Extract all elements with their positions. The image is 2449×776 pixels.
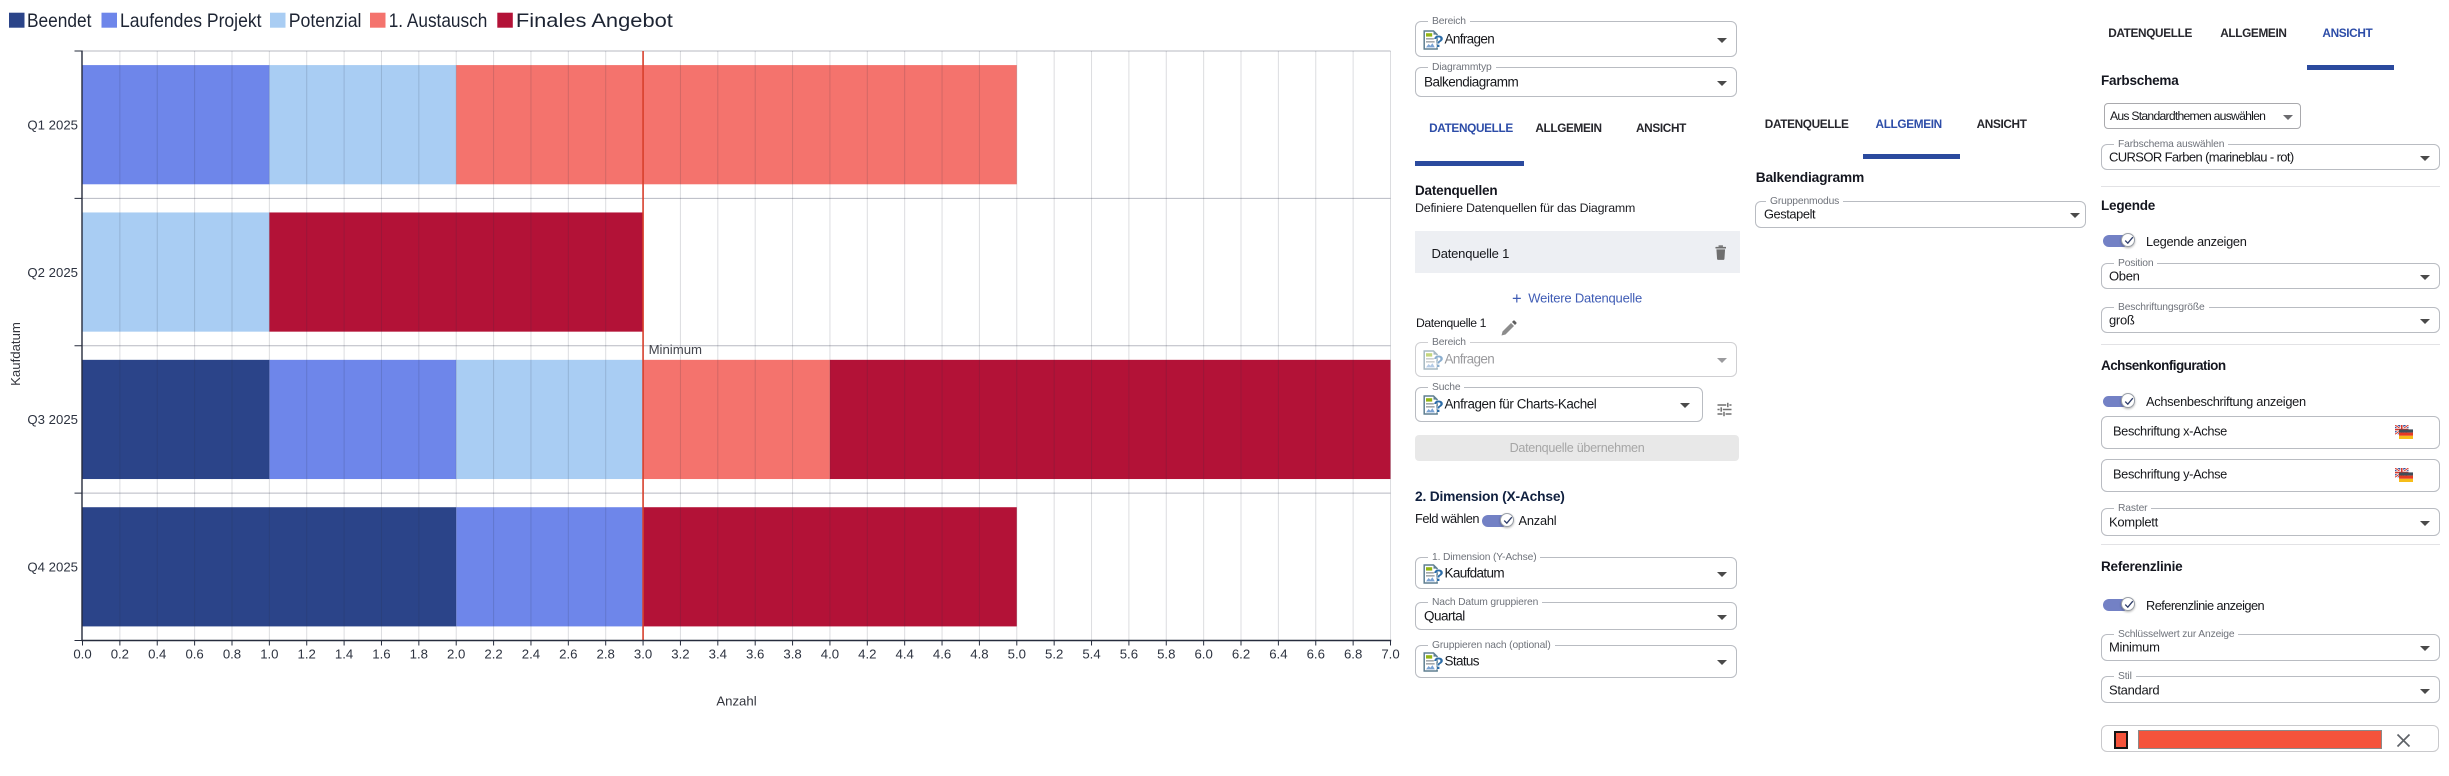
svg-text:Minimum: Minimum <box>649 342 702 357</box>
svg-text:4.2: 4.2 <box>858 647 876 662</box>
svg-text:1. Austausch: 1. Austausch <box>389 10 488 32</box>
svg-text:Q3 2025: Q3 2025 <box>27 412 78 427</box>
svg-text:?: ? <box>1433 397 1443 415</box>
svg-text:?: ? <box>1433 654 1443 672</box>
svg-text:1.0: 1.0 <box>260 647 278 662</box>
svg-text:3.6: 3.6 <box>746 647 764 662</box>
svg-text:6.8: 6.8 <box>1344 647 1362 662</box>
svg-text:Finales Angebot: Finales Angebot <box>516 10 674 32</box>
svg-text:0.2: 0.2 <box>111 647 129 662</box>
svg-text:?: ? <box>1433 32 1443 50</box>
svg-text:3.0: 3.0 <box>634 647 652 662</box>
svg-text:0.4: 0.4 <box>148 647 166 662</box>
svg-text:5.0: 5.0 <box>1008 647 1026 662</box>
svg-text:6.4: 6.4 <box>1269 647 1287 662</box>
svg-text:Beendet: Beendet <box>27 10 92 32</box>
svg-text:0.8: 0.8 <box>223 647 241 662</box>
svg-text:1.6: 1.6 <box>372 647 390 662</box>
svg-text:Q1 2025: Q1 2025 <box>27 117 78 132</box>
svg-text:5.8: 5.8 <box>1157 647 1175 662</box>
svg-text:Q2 2025: Q2 2025 <box>27 265 78 280</box>
svg-text:7.0: 7.0 <box>1381 647 1399 662</box>
svg-text:2.6: 2.6 <box>559 647 577 662</box>
svg-text:4.6: 4.6 <box>933 647 951 662</box>
svg-text:4.8: 4.8 <box>970 647 988 662</box>
svg-text:6.2: 6.2 <box>1232 647 1250 662</box>
svg-text:2.4: 2.4 <box>522 647 540 662</box>
svg-text:3.8: 3.8 <box>783 647 801 662</box>
svg-text:0.6: 0.6 <box>185 647 203 662</box>
svg-text:5.2: 5.2 <box>1045 647 1063 662</box>
svg-text:4.0: 4.0 <box>821 647 839 662</box>
svg-text:2.0: 2.0 <box>447 647 465 662</box>
svg-text:6.0: 6.0 <box>1194 647 1212 662</box>
svg-text:4.4: 4.4 <box>895 647 913 662</box>
svg-text:1.4: 1.4 <box>335 647 353 662</box>
svg-text:2.8: 2.8 <box>597 647 615 662</box>
svg-text:5.6: 5.6 <box>1120 647 1138 662</box>
svg-text:Laufendes Projekt: Laufendes Projekt <box>120 10 262 32</box>
svg-text:0.0: 0.0 <box>73 647 91 662</box>
svg-text:?: ? <box>1433 352 1443 370</box>
svg-text:6.6: 6.6 <box>1307 647 1325 662</box>
svg-text:2.2: 2.2 <box>484 647 502 662</box>
svg-text:3.4: 3.4 <box>709 647 727 662</box>
svg-text:5.4: 5.4 <box>1082 647 1100 662</box>
svg-text:Anzahl: Anzahl <box>716 694 756 709</box>
svg-text:3.2: 3.2 <box>671 647 689 662</box>
svg-text:Q4 2025: Q4 2025 <box>27 560 78 575</box>
svg-text:?: ? <box>1433 566 1443 584</box>
svg-text:Potenzial: Potenzial <box>289 10 362 32</box>
svg-text:Kaufdatum: Kaufdatum <box>8 322 23 386</box>
svg-text:1.2: 1.2 <box>298 647 316 662</box>
svg-text:1.8: 1.8 <box>410 647 428 662</box>
